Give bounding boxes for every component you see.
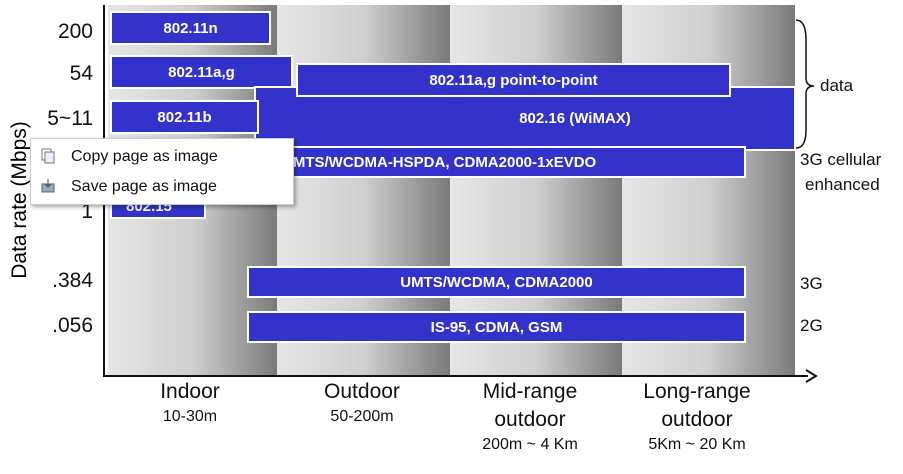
menu-item[interactable]: Copy page as image: [71, 148, 218, 165]
column-label: outdoor: [661, 408, 733, 431]
column-range: 5Km ~ 20 Km: [648, 436, 746, 453]
column-range: 200m ~ 4 Km: [482, 436, 578, 453]
side-label: 2G: [800, 316, 823, 335]
bar: IS-95, CDMA, GSM: [247, 311, 746, 343]
y-label: .056: [52, 314, 93, 337]
bar: 802.11n: [110, 11, 271, 45]
bar: 802.11a,g: [110, 55, 293, 89]
column-label: Indoor: [160, 380, 220, 403]
side-label: data: [820, 76, 854, 95]
y-label: 200: [57, 20, 93, 43]
axis-title: Data rate (Mbps): [8, 121, 31, 279]
column-range: 50-200m: [330, 408, 394, 425]
column-label: outdoor: [494, 408, 566, 431]
side-label: 3G: [800, 274, 823, 293]
column-range: 10-30m: [162, 408, 218, 425]
column-label: Outdoor: [324, 380, 400, 403]
bar: UMTS/WCDMA, CDMA2000: [247, 266, 746, 298]
menu-item[interactable]: Save page as image: [71, 178, 217, 195]
column-label: Long-range: [643, 380, 751, 403]
bar: 802.11b: [110, 100, 259, 134]
context-menu: Copy page as image Save page as image: [30, 138, 294, 205]
y-label: 1: [81, 200, 93, 223]
copy-icon: [41, 148, 55, 164]
side-label: 3G cellular: [800, 150, 882, 169]
y-label: 5~11: [47, 107, 93, 130]
side-label: enhanced: [805, 175, 880, 194]
y-label: .384: [52, 269, 93, 292]
y-label: 54: [69, 62, 93, 85]
save-icon: [41, 179, 55, 193]
column-label: Mid-range: [482, 380, 578, 403]
bar: 802.11a,g point-to-point: [296, 63, 731, 97]
